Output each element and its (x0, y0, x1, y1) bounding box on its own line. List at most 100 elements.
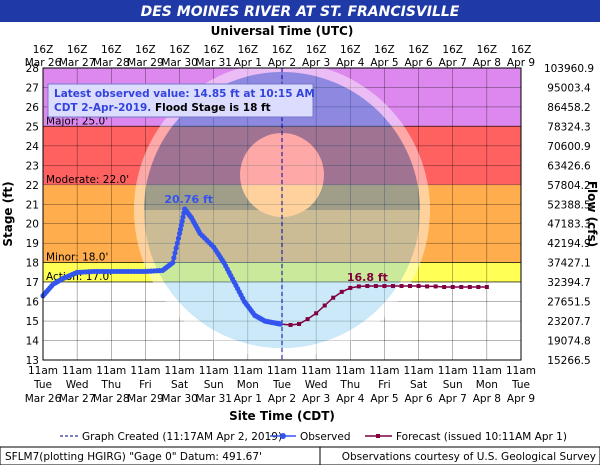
bottom-tick-day-11: Sat (410, 379, 427, 391)
flow-tick-0: 15266.5 (547, 355, 590, 367)
bottom-tick-date-14: Apr 9 (507, 393, 535, 405)
bottom-tick-time-6: 11am (233, 365, 263, 377)
flow-tick-10: 63426.6 (547, 160, 591, 172)
forecast-point-18 (433, 284, 438, 289)
bottom-tick-time-10: 11am (369, 365, 399, 377)
y-tick-10: 23 (26, 160, 39, 172)
top-axis-title: Universal Time (UTC) (211, 24, 354, 38)
bottom-tick-day-7: Tue (272, 379, 291, 391)
bottom-tick-time-8: 11am (301, 365, 331, 377)
flow-tick-7: 47183.3 (547, 219, 590, 231)
top-tick-date-9: Apr 4 (336, 57, 365, 69)
bottom-tick-day-3: Fri (139, 379, 152, 391)
bottom-tick-date-0: Mar 26 (25, 393, 62, 405)
bottom-tick-date-9: Apr 4 (336, 393, 365, 405)
top-tick-date-14: Apr 9 (507, 57, 535, 69)
observed-point-56 (172, 250, 178, 256)
forecast-point-14 (399, 284, 404, 289)
bottom-tick-day-13: Mon (476, 379, 498, 391)
forecast-point-21 (459, 285, 464, 289)
forecast-point-5 (322, 303, 327, 308)
forecast-crest-label: 16.8 ft (347, 271, 388, 284)
flow-axis-ticks: 15266.5 19074.8 23207.7 27651.5 32394.7 37427… (544, 63, 594, 367)
flow-tick-4: 32394.7 (547, 277, 590, 289)
point-labels: 20.76 ft 16.8 ft (164, 193, 388, 284)
flow-tick-9: 57804.2 (547, 180, 590, 192)
bottom-tick-time-12: 11am (438, 365, 468, 377)
bottom-tick-day-4: Sat (171, 379, 188, 391)
forecast-point-10 (365, 284, 370, 289)
legend-observed-marker (280, 433, 286, 439)
forecast-point-24 (484, 285, 489, 289)
y-tick-12: 25 (26, 121, 39, 133)
flow-tick-2: 23207.7 (547, 316, 590, 328)
flow-tick-14: 95003.4 (547, 82, 591, 94)
top-tick-hour-11: 16Z (408, 44, 429, 56)
bottom-tick-date-2: Mar 28 (93, 393, 130, 405)
legend-observed-label: Observed (300, 431, 351, 443)
y-tick-1: 14 (26, 336, 40, 348)
forecast-point-3 (305, 317, 310, 322)
chart-title: DES MOINES RIVER AT ST. FRANCISVILLE (141, 4, 460, 20)
forecast-point-15 (408, 284, 413, 289)
bottom-tick-date-6: Apr 1 (234, 393, 262, 405)
flow-tick-11: 70600.9 (547, 141, 590, 153)
observed-point-61 (177, 226, 184, 232)
plot-frame (42, 67, 522, 361)
top-tick-date-5: Mar 31 (195, 57, 232, 69)
info-flood-stage: Flood Stage is 18 ft (151, 102, 270, 114)
flow-tick-1: 19074.8 (547, 336, 590, 348)
top-tick-hour-3: 16Z (135, 44, 156, 56)
bottom-tick-time-13: 11am (472, 365, 502, 377)
info-box-frame (47, 83, 314, 118)
observed-point-60 (176, 230, 183, 237)
observed-point-63 (179, 218, 185, 224)
y-tick-9: 22 (26, 180, 39, 192)
forecast-point-8 (348, 285, 353, 290)
y-axis-ticks: 13 14 15 16 17 18 19 20 21 22 23 24 25 26 27 28 (26, 63, 40, 367)
top-tick-date-0: Mar 26 (25, 57, 62, 69)
y-tick-6: 19 (26, 238, 39, 250)
top-tick-date-11: Apr 6 (404, 57, 433, 69)
y-tick-7: 20 (26, 219, 39, 231)
flow-tick-15: 103960.9 (544, 63, 594, 75)
top-tick-date-8: Apr 3 (302, 57, 330, 69)
forecast-point-13 (390, 284, 395, 289)
flow-tick-3: 27651.5 (547, 297, 590, 309)
info-line-2: CDT 2-Apr-2019. Flood Stage is 18 ft (54, 102, 271, 114)
legend-created-label: Graph Created (11:17AM Apr 2, 2019) (82, 431, 282, 443)
bottom-tick-date-3: Mar 29 (127, 393, 164, 405)
top-tick-hour-2: 16Z (101, 44, 122, 56)
forecast-point-17 (425, 284, 430, 289)
forecast-point-4 (314, 311, 319, 316)
bottom-tick-day-10: Fri (378, 379, 391, 391)
bottom-tick-time-14: 11am (506, 365, 536, 377)
top-tick-hour-7: 16Z (272, 44, 293, 56)
flow-tick-13: 86458.2 (547, 102, 590, 114)
y-tick-4: 17 (26, 277, 39, 289)
flow-tick-12: 78324.3 (547, 121, 590, 133)
flow-axis-title: Flow (cfs) (585, 181, 599, 247)
bottom-tick-time-3: 11am (130, 365, 160, 377)
footer-bar (0, 446, 600, 465)
top-tick-hour-1: 16Z (67, 44, 88, 56)
latest-value-box: Latest observed value: 14.85 ft at 10:15… (47, 83, 315, 118)
bottom-tick-date-13: Apr 8 (473, 393, 501, 405)
top-tick-date-6: Apr 1 (234, 57, 262, 69)
crest-label: 20.76 ft (164, 193, 213, 206)
observed-point-62 (178, 222, 184, 228)
top-tick-date-7: Apr 2 (268, 57, 296, 69)
forecast-point-11 (373, 284, 378, 289)
bottom-tick-date-10: Apr 5 (370, 393, 398, 405)
top-tick-hour-13: 16Z (477, 44, 498, 56)
y-tick-14: 27 (26, 82, 39, 94)
bottom-tick-time-0: 11am (28, 365, 58, 377)
bottom-tick-day-0: Tue (33, 379, 52, 391)
forecast-point-6 (331, 295, 336, 300)
y-tick-15: 28 (26, 63, 39, 75)
bottom-tick-time-4: 11am (165, 365, 195, 377)
observed-point-126 (277, 321, 283, 327)
forecast-point-1 (288, 322, 293, 327)
y-tick-2: 15 (26, 316, 39, 328)
